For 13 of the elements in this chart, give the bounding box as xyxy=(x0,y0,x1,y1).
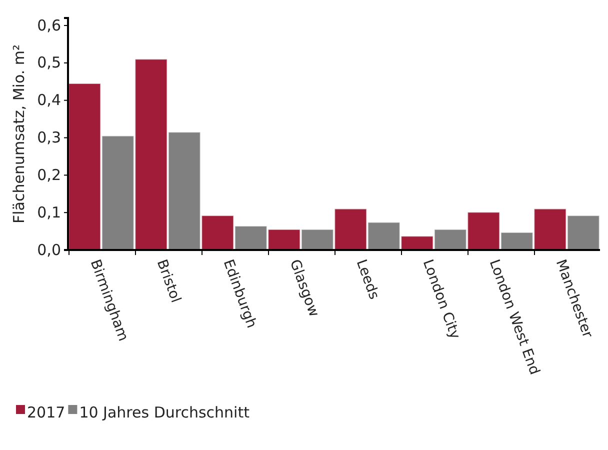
y-tick-label: 0,1 xyxy=(37,203,61,222)
y-axis-title: Flächenumsatz, Mio. m² xyxy=(10,44,28,224)
y-tick-label: 0,3 xyxy=(37,128,61,147)
y-tick-label: 0,0 xyxy=(37,240,61,259)
y-tick-label: 0,2 xyxy=(37,166,61,184)
y-tick-label: 0,6 xyxy=(37,16,61,34)
legend-label: 2017 xyxy=(27,403,66,422)
x-tick-label: Leeds xyxy=(352,258,382,302)
legend-label: 10 Jahres Durchschnitt xyxy=(79,403,250,422)
x-tick-label: London City xyxy=(419,258,463,342)
y-tick-label: 0,5 xyxy=(37,54,61,72)
y-tick-label: 0,4 xyxy=(37,91,61,110)
x-tick-label: London West End xyxy=(486,258,542,377)
